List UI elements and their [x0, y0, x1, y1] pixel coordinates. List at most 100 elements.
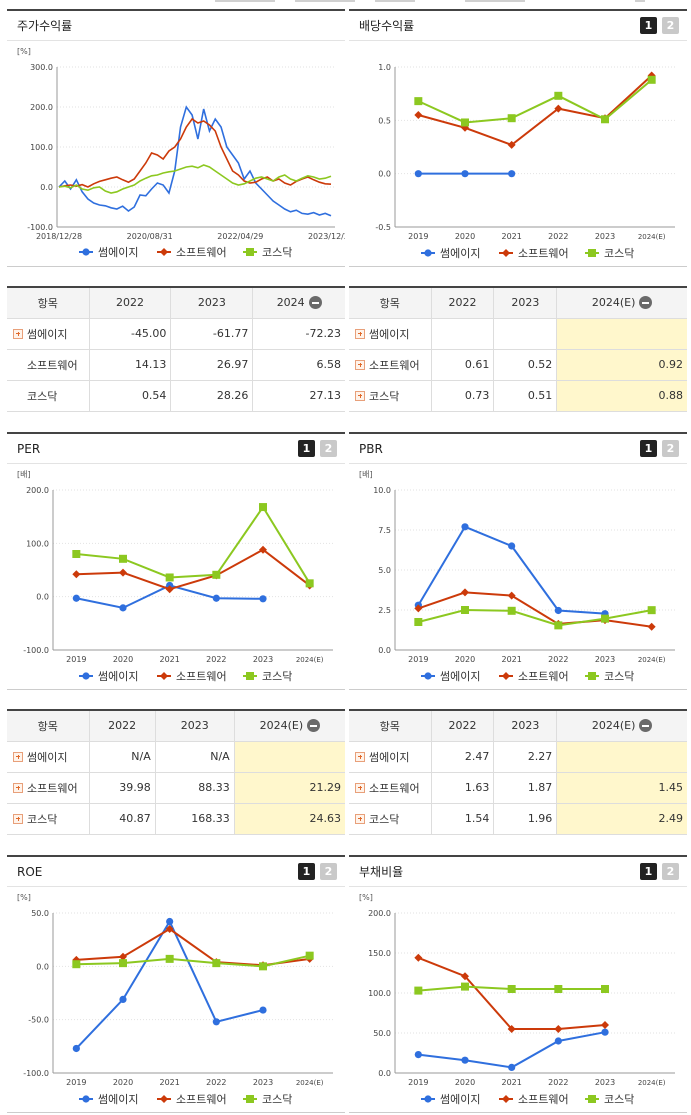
panel-title: 주가수익률	[17, 19, 73, 33]
page-1-icon[interactable]: 1	[298, 440, 315, 457]
row-label: 코스닥	[7, 380, 89, 412]
legend-item[interactable]: 썸에이지	[79, 246, 138, 259]
column-header: 2022	[88, 287, 171, 319]
page-1-icon[interactable]: 1	[640, 863, 657, 880]
legend-item[interactable]: 소프트웨어	[499, 247, 569, 260]
x-tick-label: 2022	[206, 1078, 226, 1087]
page-2-icon[interactable]: 2	[320, 440, 337, 457]
pbr-chart: [배]10.0 7.5 5.0 2.5 0.0 2019 2020 2021 2022 2023 2…	[359, 470, 675, 683]
data-point	[212, 570, 221, 579]
panel-title: PER	[17, 441, 41, 456]
data-point	[165, 925, 174, 933]
data-point	[72, 955, 81, 964]
per-chart: [배] 200.0 100.0 0.0 -100.0 2019 2020 2021 2022 20…	[17, 470, 333, 683]
x-tick-label: 2023	[595, 232, 615, 241]
expand-plus-icon[interactable]	[355, 751, 365, 762]
page-1-icon[interactable]: 1	[640, 440, 657, 457]
x-tick-label: 2019	[408, 655, 428, 664]
data-point	[414, 1051, 422, 1059]
row-label: 코스닥	[349, 803, 431, 835]
x-tick-label: 2019	[408, 232, 428, 241]
y-tick-label: 200.0	[368, 909, 391, 918]
legend-label: 코스닥	[262, 670, 292, 683]
expand-plus-icon[interactable]	[355, 390, 365, 401]
expand-plus-icon[interactable]	[355, 813, 365, 824]
square-marker-icon	[246, 672, 254, 680]
collapse-minus-icon[interactable]	[639, 296, 653, 310]
y-tick-label: -100.0	[23, 1069, 49, 1078]
legend-item[interactable]: 코스닥	[585, 1093, 634, 1106]
data-point	[414, 170, 422, 178]
series-line-3	[58, 164, 332, 194]
legend-item[interactable]: 코스닥	[243, 670, 292, 683]
data-point	[554, 104, 563, 113]
expand-plus-icon[interactable]	[13, 782, 23, 793]
data-point	[119, 604, 127, 612]
legend-item[interactable]: 코스닥	[585, 247, 634, 260]
collapse-minus-icon[interactable]	[308, 296, 322, 310]
expand-plus-icon[interactable]	[13, 751, 23, 762]
axis-unit: [배]	[359, 470, 373, 479]
y-tick-label: 150.0	[368, 949, 391, 958]
expand-plus-icon[interactable]	[13, 328, 23, 339]
legend-item[interactable]: 소프트웨어	[157, 670, 227, 683]
expand-plus-icon[interactable]	[355, 359, 365, 370]
data-point	[259, 1006, 267, 1014]
legend-item[interactable]: 코스닥	[243, 246, 292, 259]
data-point	[508, 170, 516, 178]
page-1-icon[interactable]: 1	[640, 17, 657, 34]
header-label: 2024(E)	[259, 719, 304, 733]
axis-unit: [%]	[359, 893, 373, 902]
legend-item[interactable]: 썸에이지	[421, 247, 480, 260]
y-tick-label: 100.0	[26, 539, 49, 548]
x-tick-label: 2018/12/28	[36, 232, 82, 241]
page-2-icon[interactable]: 2	[662, 863, 679, 880]
legend-item[interactable]: 코스닥	[243, 1093, 292, 1106]
series-3	[72, 503, 314, 588]
page-2-icon[interactable]: 2	[320, 863, 337, 880]
column-header: 2024(E)	[556, 287, 687, 319]
legend-item[interactable]: 썸에이지	[421, 670, 480, 683]
x-tick-label: 2023	[253, 1078, 273, 1087]
data-point	[259, 595, 267, 603]
expand-plus-icon[interactable]	[355, 328, 365, 339]
series-1	[414, 170, 516, 178]
column-header: 2023	[493, 287, 557, 319]
legend-item[interactable]: 소프트웨어	[157, 1093, 227, 1106]
legend-item[interactable]: 썸에이지	[79, 1093, 138, 1106]
legend-label: 썸에이지	[98, 1093, 138, 1106]
legend-item[interactable]: 썸에이지	[79, 670, 138, 683]
page-2-icon[interactable]: 2	[662, 440, 679, 457]
series-3	[414, 75, 656, 127]
data-point	[305, 951, 314, 960]
legend-item[interactable]: 소프트웨어	[499, 670, 569, 683]
page-2-icon[interactable]: 2	[662, 17, 679, 34]
legend-item[interactable]: 코스닥	[585, 670, 634, 683]
cell-value: 0.51	[493, 380, 557, 412]
pager: 1 2	[640, 863, 679, 880]
expand-plus-icon[interactable]	[13, 813, 23, 824]
per-table: 항목 2022 2023 2024(E) 썸에이지 N/A N/A 소프트웨어 39.98 88.…	[7, 709, 345, 835]
legend-item[interactable]: 소프트웨어	[157, 246, 227, 259]
y-tick-label: 0.0	[378, 1069, 391, 1078]
cell-value: -61.77	[170, 318, 253, 350]
page-1-icon[interactable]: 1	[298, 863, 315, 880]
table-row: 썸에이지 -45.00 -61.77 -72.23	[7, 318, 345, 350]
x-tick-label: 2024(E)	[296, 1079, 324, 1087]
data-point	[305, 579, 314, 588]
panel-title: ROE	[17, 864, 43, 879]
column-header: 2022	[430, 710, 494, 742]
x-tick-label: 2019	[66, 1078, 86, 1087]
legend-item[interactable]: 소프트웨어	[499, 1093, 569, 1106]
expand-plus-icon[interactable]	[355, 782, 365, 793]
legend-item[interactable]: 썸에이지	[421, 1093, 480, 1106]
cell-value: 1.63	[430, 772, 494, 804]
collapse-minus-icon[interactable]	[307, 719, 321, 733]
data-point	[507, 606, 516, 615]
table-row: 코스닥 1.54 1.96 2.49	[349, 803, 687, 835]
row-label: 썸에이지	[349, 741, 431, 773]
legend-label: 소프트웨어	[518, 1093, 569, 1106]
collapse-minus-icon[interactable]	[639, 719, 653, 733]
cell-value: 1.96	[493, 803, 557, 835]
square-marker-icon	[246, 248, 254, 256]
